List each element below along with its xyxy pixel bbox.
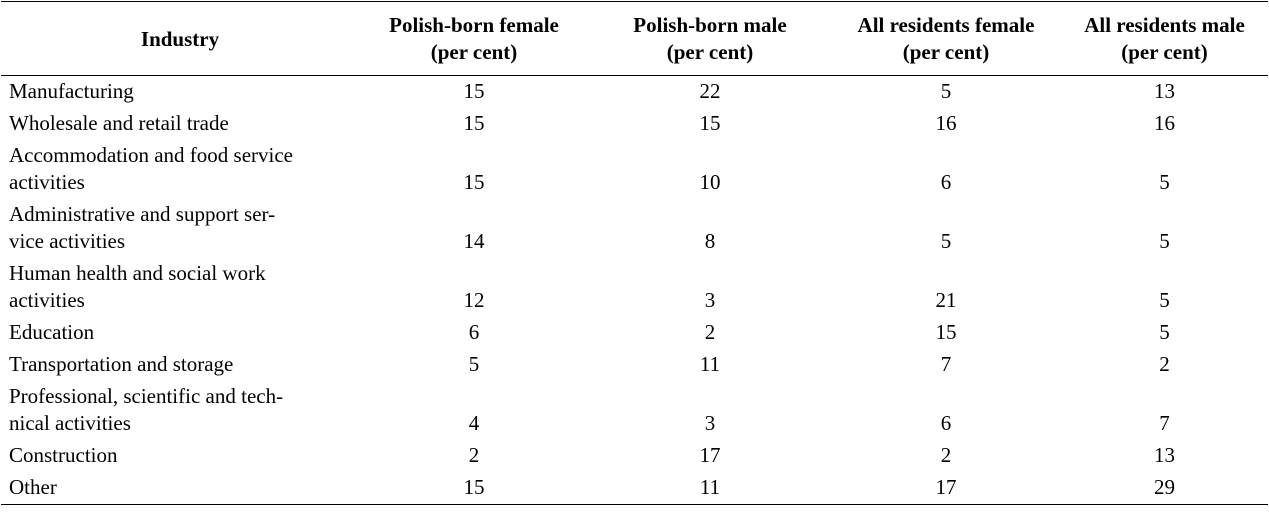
value-cell-polish-born-female: 15 <box>463 475 485 499</box>
table-row: Construction 2 17 2 13 <box>1 440 1268 472</box>
column-header-polish-born-female: Polish-born female (per cent) <box>359 2 589 76</box>
value-cell-all-residents-female: 7 <box>940 352 952 376</box>
column-header-text: (per cent) <box>430 40 518 64</box>
column-header-text: All residents female <box>857 13 1035 37</box>
industry-table: Industry Polish-born female (per cent) Poli… <box>1 1 1268 505</box>
industry-label-cell: Administrative and support ser-vice acti… <box>1 199 359 258</box>
value-cell-all-residents-female: 16 <box>935 111 957 135</box>
table-row: Wholesale and retail trade 15 15 16 16 <box>1 108 1268 140</box>
industry-label-cell: Professional, scientific and tech-nical … <box>1 381 359 440</box>
table-header: Industry Polish-born female (per cent) Poli… <box>1 1 1268 76</box>
column-header-text: Industry <box>140 26 220 51</box>
industry-table-container: Industry Polish-born female (per cent) Poli… <box>1 1 1268 505</box>
table-row: Human health and social work activities 12… <box>1 258 1268 317</box>
column-header-text: Polish-born female <box>389 13 559 37</box>
industry-label: vice activities <box>9 229 126 253</box>
industry-label: activities <box>9 288 85 312</box>
industry-label-cell: Education <box>1 317 359 349</box>
table-row: Accommodation and food service activities… <box>1 140 1268 199</box>
value-cell-polish-born-male: 17 <box>699 443 721 467</box>
column-header-text: All residents male <box>1084 13 1245 37</box>
industry-label: Human health and social work <box>9 261 266 285</box>
value-cell-polish-born-female: 5 <box>468 352 480 376</box>
table-row: Other 15 11 17 29 <box>1 472 1268 505</box>
table-row: Transportation and storage 5 11 7 2 <box>1 349 1268 381</box>
value-cell-all-residents-male: 13 <box>1154 79 1175 103</box>
value-cell-polish-born-female: 6 <box>468 320 480 344</box>
value-cell-all-residents-male: 5 <box>1159 288 1170 312</box>
value-cell-polish-born-female: 15 <box>463 170 485 194</box>
value-cell-polish-born-male: 8 <box>704 229 716 253</box>
value-cell-all-residents-female: 5 <box>940 229 952 253</box>
industry-label: activities <box>9 170 85 194</box>
value-cell-all-residents-male: 5 <box>1159 320 1170 344</box>
table-row: Education 6 2 15 5 <box>1 317 1268 349</box>
column-header-industry: Industry <box>1 2 359 76</box>
table-body: Manufacturing 15 22 5 13 Wholesale and retail… <box>1 76 1268 505</box>
industry-label-cell: Human health and social work activities <box>1 258 359 317</box>
industry-label: Transportation and storage <box>9 352 234 376</box>
column-header-text: Polish-born male <box>633 13 787 37</box>
value-cell-all-residents-female: 15 <box>935 320 957 344</box>
value-cell-all-residents-female: 6 <box>940 411 952 435</box>
industry-label: Manufacturing <box>9 79 134 103</box>
value-cell-all-residents-female: 5 <box>940 79 952 103</box>
value-cell-all-residents-male: 2 <box>1159 352 1170 376</box>
industry-label-cell: Other <box>1 472 359 505</box>
industry-label: nical activities <box>9 411 131 435</box>
value-cell-polish-born-male: 15 <box>699 111 721 135</box>
value-cell-polish-born-male: 11 <box>699 475 721 499</box>
value-cell-polish-born-male: 3 <box>704 288 716 312</box>
value-cell-all-residents-female: 17 <box>935 475 957 499</box>
header-row: Industry Polish-born female (per cent) Poli… <box>1 1 1268 76</box>
industry-label-cell: Construction <box>1 440 359 472</box>
column-header-text: (per cent) <box>902 40 990 64</box>
value-cell-all-residents-male: 5 <box>1159 170 1170 194</box>
industry-label: Education <box>9 320 95 344</box>
value-cell-polish-born-male: 2 <box>704 320 716 344</box>
value-cell-all-residents-male: 13 <box>1154 443 1175 467</box>
industry-label-cell: Transportation and storage <box>1 349 359 381</box>
column-header-text: (per cent) <box>666 40 754 64</box>
value-cell-all-residents-male: 16 <box>1154 111 1175 135</box>
value-cell-polish-born-male: 10 <box>699 170 721 194</box>
value-cell-polish-born-female: 15 <box>463 111 485 135</box>
value-cell-polish-born-female: 2 <box>468 443 480 467</box>
table-row: Professional, scientific and tech-nical … <box>1 381 1268 440</box>
industry-label-cell: Wholesale and retail trade <box>1 108 359 140</box>
value-cell-polish-born-female: 4 <box>468 411 480 435</box>
value-cell-polish-born-male: 11 <box>699 352 721 376</box>
industry-label: Accommodation and food service <box>9 143 293 167</box>
column-header-all-residents-male: All residents male (per cent) <box>1061 2 1268 76</box>
value-cell-polish-born-female: 14 <box>463 229 485 253</box>
column-header-text: (per cent) <box>1121 40 1208 64</box>
industry-label: Construction <box>9 443 118 467</box>
industry-label: Wholesale and retail trade <box>9 111 229 135</box>
industry-label-cell: Manufacturing <box>1 76 359 109</box>
industry-label: Professional, scientific and tech- <box>9 384 284 408</box>
value-cell-polish-born-male: 22 <box>699 79 721 103</box>
industry-label: Other <box>9 475 57 499</box>
value-cell-polish-born-male: 3 <box>704 411 716 435</box>
column-header-polish-born-male: Polish-born male (per cent) <box>589 2 831 76</box>
value-cell-all-residents-female: 21 <box>935 288 957 312</box>
value-cell-all-residents-male: 29 <box>1154 475 1175 499</box>
industry-label: Administrative and support ser- <box>9 202 276 226</box>
table-row: Administrative and support ser-vice acti… <box>1 199 1268 258</box>
value-cell-all-residents-female: 2 <box>940 443 952 467</box>
value-cell-polish-born-female: 12 <box>463 288 485 312</box>
value-cell-all-residents-male: 5 <box>1159 229 1170 253</box>
column-header-all-residents-female: All residents female (per cent) <box>831 2 1061 76</box>
value-cell-polish-born-female: 15 <box>463 79 485 103</box>
value-cell-all-residents-female: 6 <box>940 170 952 194</box>
industry-label-cell: Accommodation and food service activities <box>1 140 359 199</box>
value-cell-all-residents-male: 7 <box>1159 411 1170 435</box>
table-row: Manufacturing 15 22 5 13 <box>1 76 1268 109</box>
